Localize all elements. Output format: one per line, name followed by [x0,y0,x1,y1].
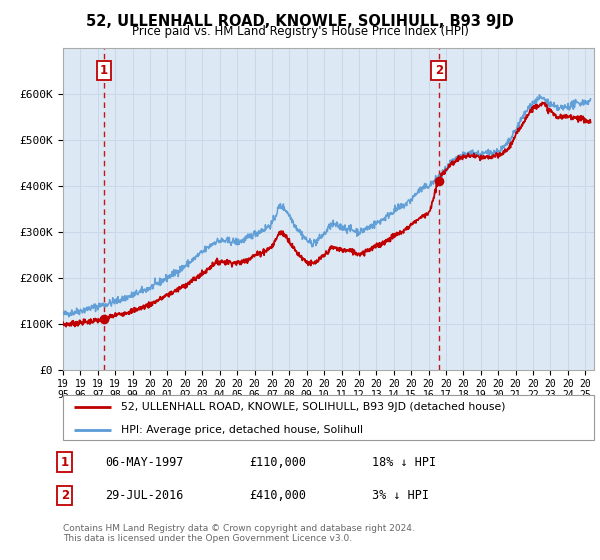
Text: 52, ULLENHALL ROAD, KNOWLE, SOLIHULL, B93 9JD: 52, ULLENHALL ROAD, KNOWLE, SOLIHULL, B9… [86,14,514,29]
FancyBboxPatch shape [63,395,594,440]
Text: 1: 1 [61,455,69,469]
Text: 06-MAY-1997: 06-MAY-1997 [105,455,184,469]
Text: 3% ↓ HPI: 3% ↓ HPI [372,489,429,502]
Text: HPI: Average price, detached house, Solihull: HPI: Average price, detached house, Soli… [121,424,364,435]
Text: Price paid vs. HM Land Registry's House Price Index (HPI): Price paid vs. HM Land Registry's House … [131,25,469,38]
Text: 2: 2 [434,64,443,77]
Text: Contains HM Land Registry data © Crown copyright and database right 2024.
This d: Contains HM Land Registry data © Crown c… [63,524,415,543]
Text: 18% ↓ HPI: 18% ↓ HPI [372,455,436,469]
Text: 52, ULLENHALL ROAD, KNOWLE, SOLIHULL, B93 9JD (detached house): 52, ULLENHALL ROAD, KNOWLE, SOLIHULL, B9… [121,402,506,412]
Text: 2: 2 [61,489,69,502]
Text: £410,000: £410,000 [249,489,306,502]
Text: 29-JUL-2016: 29-JUL-2016 [105,489,184,502]
Text: 1: 1 [100,64,108,77]
Text: £110,000: £110,000 [249,455,306,469]
